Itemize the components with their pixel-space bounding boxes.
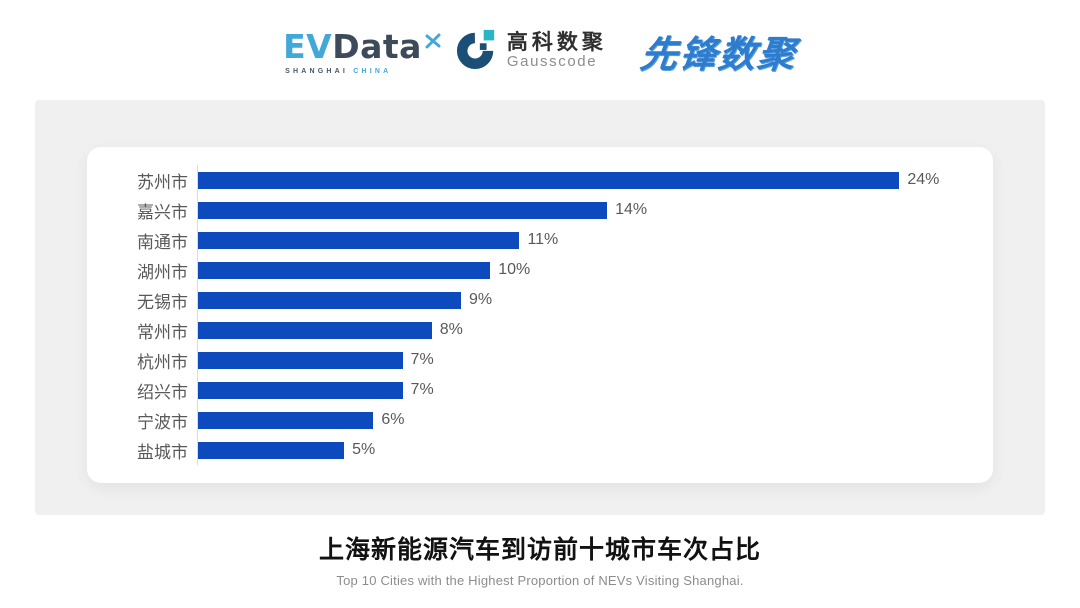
bar-track: 9% [197, 285, 987, 315]
gausscode-g-icon [456, 28, 498, 75]
category-label: 绍兴市 [137, 382, 188, 402]
value-label: 24% [907, 171, 940, 188]
bar [198, 351, 403, 369]
bar-row: 盐城市 5% [87, 435, 987, 465]
bar [198, 321, 432, 339]
bar-track: 6% [197, 405, 987, 435]
evdata-wordmark: EV Data [283, 27, 441, 66]
bar-track: 11% [197, 225, 987, 255]
evdata-logo: EV Data SHANGHAI CHINA [283, 27, 441, 75]
bar-track: 10% [197, 255, 987, 285]
caption: 上海新能源汽车到访前十城市车次占比 Top 10 Cities with the… [0, 530, 1080, 588]
evdata-sub-shanghai: SHANGHAI [285, 68, 349, 75]
bar [198, 171, 900, 189]
bar-track: 5% [197, 435, 987, 465]
bar [198, 201, 608, 219]
bar-row: 绍兴市 7% [87, 375, 987, 405]
category-label: 嘉兴市 [137, 202, 188, 222]
category-label: 南通市 [137, 232, 188, 252]
evdata-ev-text: EV [283, 27, 333, 66]
category-label: 苏州市 [137, 172, 188, 192]
bar [198, 261, 491, 279]
value-label: 5% [352, 441, 376, 458]
value-label: 9% [468, 291, 493, 308]
gausscode-en-label: Gausscode [506, 53, 598, 71]
chart-subtitle: Top 10 Cities with the Highest Proportio… [336, 573, 744, 588]
evdata-subtitle: SHANGHAI CHINA [285, 68, 391, 75]
xianfeng-logo: 先锋数聚 [637, 33, 800, 76]
category-label: 常州市 [137, 322, 188, 342]
bar-track: 14% [197, 195, 987, 225]
chart-panel: 苏州市 24% 嘉兴市 14% 南通市 11% 湖州市 10% 无锡市 9% 常州市 8% 杭州市 7% 绍… [35, 100, 1045, 515]
chart-title: 上海新能源汽车到访前十城市车次占比 [318, 536, 761, 564]
evdata-sub-china: CHINA [353, 68, 392, 75]
bar [198, 381, 403, 399]
evdata-sparkle-icon [424, 19, 442, 58]
value-label: 6% [381, 411, 405, 428]
bar-track: 7% [197, 345, 987, 375]
bar-row: 苏州市 24% [87, 165, 987, 195]
bar-track: 7% [197, 375, 987, 405]
value-label: 14% [615, 201, 648, 218]
logo-header: EV Data SHANGHAI CHINA [0, 20, 1080, 82]
category-label: 宁波市 [137, 412, 188, 432]
bar [198, 441, 345, 459]
bar-row: 南通市 11% [87, 225, 987, 255]
bar-row: 杭州市 7% [87, 345, 987, 375]
bar-row: 嘉兴市 14% [87, 195, 987, 225]
value-label: 7% [410, 351, 434, 368]
category-label: 杭州市 [137, 352, 188, 372]
bar [198, 411, 374, 429]
bar-track: 24% [197, 165, 987, 195]
category-label: 无锡市 [137, 292, 188, 312]
evdata-data-text: Data [332, 27, 422, 66]
value-label: 8% [439, 321, 463, 338]
bar-row: 宁波市 6% [87, 405, 987, 435]
value-label: 7% [410, 381, 434, 398]
bar-track: 8% [197, 315, 987, 345]
value-label: 10% [498, 261, 531, 278]
value-label: 11% [527, 231, 559, 248]
category-label: 湖州市 [137, 262, 188, 282]
gausscode-cn-label: 高科数聚 [506, 30, 607, 54]
bar-row: 常州市 8% [87, 315, 987, 345]
gausscode-logo: 高科数聚 Gausscode [456, 28, 607, 75]
category-label: 盐城市 [137, 442, 188, 462]
bar [198, 291, 461, 309]
bar [198, 231, 520, 249]
chart-card: 苏州市 24% 嘉兴市 14% 南通市 11% 湖州市 10% 无锡市 9% 常州市 8% 杭州市 7% 绍… [87, 147, 993, 483]
bar-chart: 苏州市 24% 嘉兴市 14% 南通市 11% 湖州市 10% 无锡市 9% 常州市 8% 杭州市 7% 绍… [87, 165, 987, 465]
bar-row: 湖州市 10% [87, 255, 987, 285]
gausscode-text: 高科数聚 Gausscode [506, 30, 607, 71]
bar-row: 无锡市 9% [87, 285, 987, 315]
